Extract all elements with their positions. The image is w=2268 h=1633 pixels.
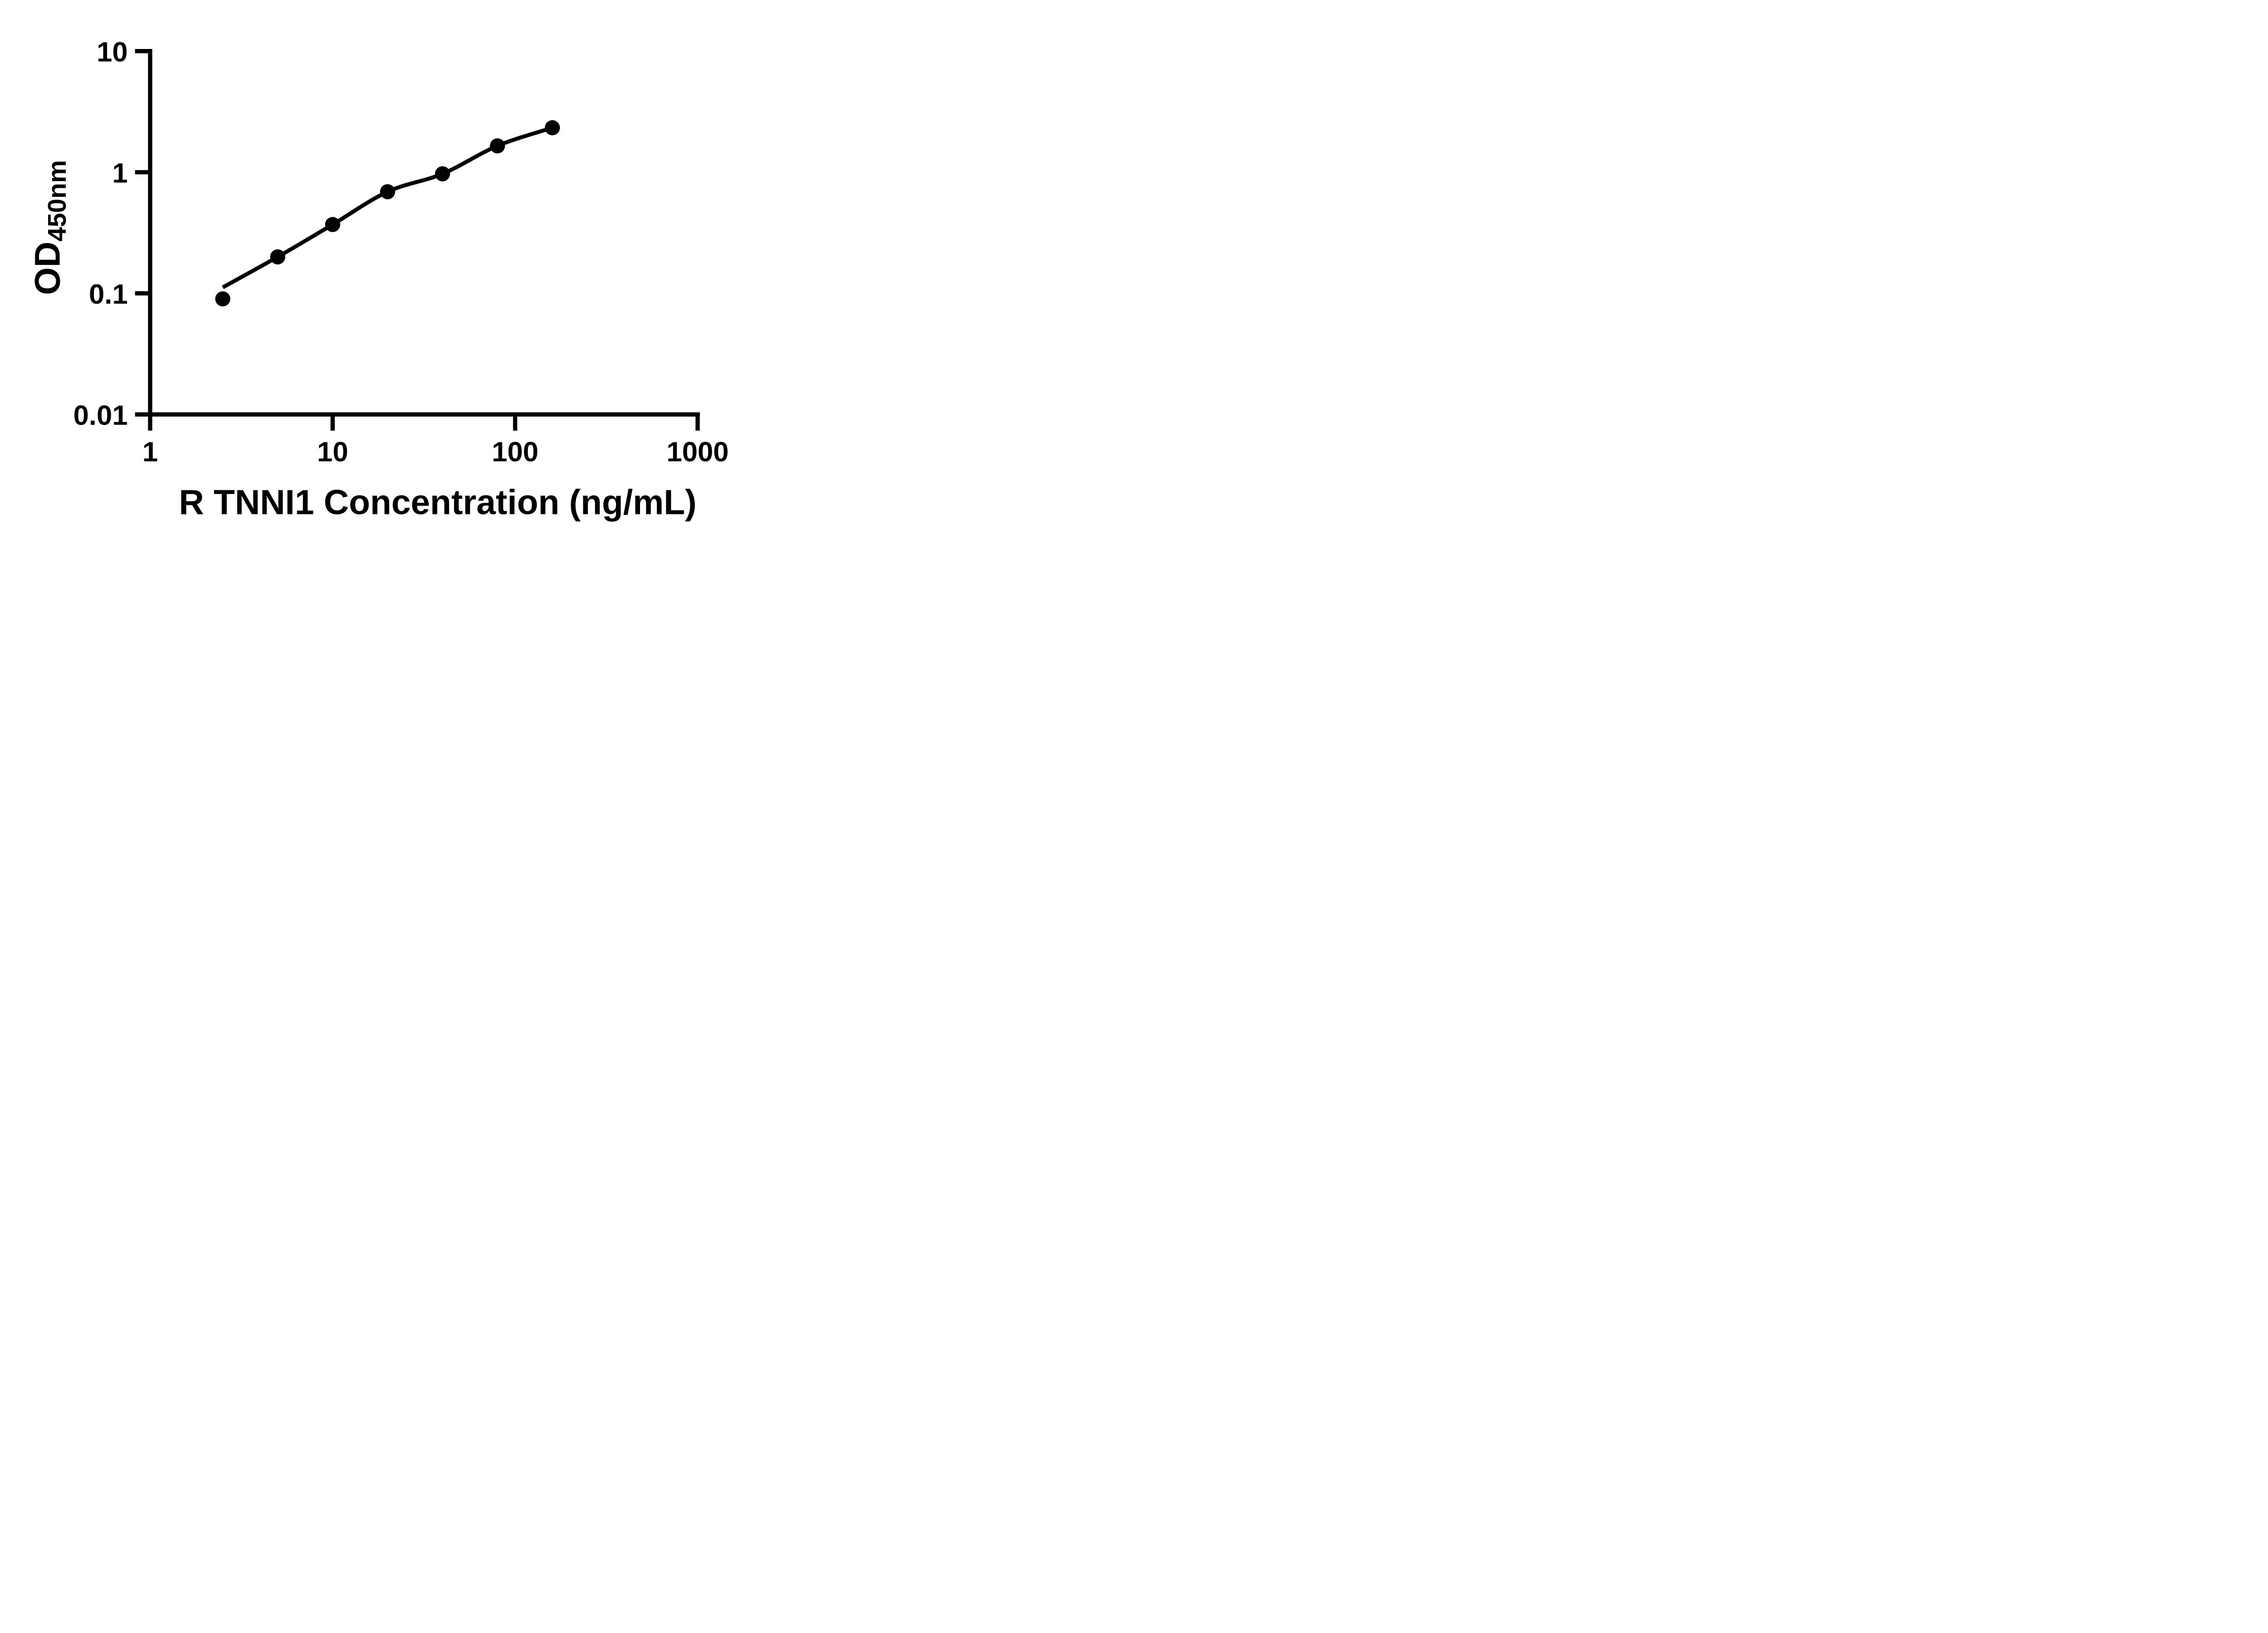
x-tick-label: 10 (317, 436, 348, 468)
elisa-standard-curve-figure: 10 1 0.1 0.01 1 10 100 1000 R TNNI1 Concentrat… (0, 0, 777, 544)
y-axis-title-subscript: 450nm (43, 160, 72, 242)
data-point (215, 291, 230, 307)
data-point-series (215, 120, 560, 307)
y-tick-label: 0.1 (89, 279, 128, 310)
chart-canvas: 10 1 0.1 0.01 1 10 100 1000 R TNNI1 Concentrat… (28, 36, 729, 522)
y-tick-label: 1 (112, 157, 127, 189)
data-point (270, 249, 285, 264)
x-axis-tick-labels: 1 10 100 1000 (142, 436, 729, 468)
y-axis-title: OD450nm (28, 160, 72, 295)
x-tick-label: 1000 (666, 436, 728, 468)
fit-curve (221, 126, 553, 289)
y-axis-ticks (135, 49, 150, 417)
x-axis-ticks (148, 414, 700, 431)
axes (148, 49, 700, 417)
x-tick-label: 100 (492, 436, 538, 468)
y-tick-label: 10 (97, 36, 128, 68)
data-point (435, 166, 450, 181)
y-axis-title-main: OD (28, 241, 68, 295)
y-tick-label: 0.01 (73, 400, 128, 431)
x-tick-label: 1 (142, 436, 158, 468)
x-axis-title: R TNNI1 Concentration (ng/mL) (179, 483, 696, 522)
data-point (325, 217, 340, 232)
data-point (380, 184, 396, 200)
y-axis-tick-labels: 10 1 0.1 0.01 (73, 36, 128, 431)
data-point (545, 120, 560, 136)
data-point (490, 138, 505, 154)
